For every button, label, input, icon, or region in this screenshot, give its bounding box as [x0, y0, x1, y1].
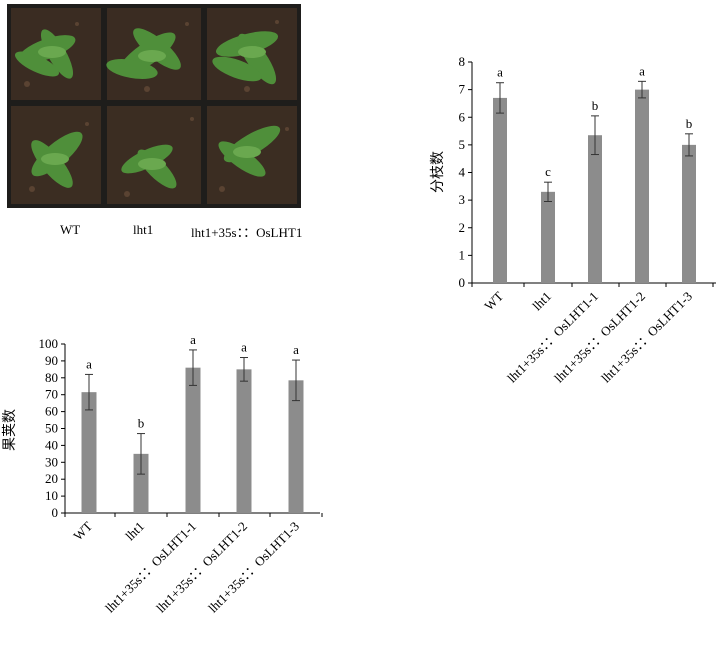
bar: [186, 368, 201, 513]
y-tick-label: 40: [45, 437, 58, 452]
significance-label: b: [138, 416, 145, 431]
significance-label: a: [241, 340, 247, 355]
y-tick-label: 10: [45, 488, 58, 503]
y-tick-label: 20: [45, 471, 58, 486]
y-tick-label: 30: [45, 454, 58, 469]
x-tick-label: lht1: [122, 519, 147, 544]
x-tick-label: WT: [70, 518, 95, 543]
x-tick-label: lht1+35s：：OsLHT1-2: [153, 519, 250, 616]
x-tick-label: lht1+35s：：OsLHT1-1: [102, 519, 199, 616]
y-tick-label: 90: [45, 353, 58, 368]
y-tick-label: 0: [52, 505, 59, 520]
y-axis-label: 果荚数: [1, 409, 18, 451]
y-tick-label: 100: [39, 336, 59, 351]
bar: [237, 369, 252, 513]
y-tick-label: 80: [45, 370, 58, 385]
x-tick-label: lht1+35s：：OsLHT1-3: [205, 519, 302, 616]
y-tick-label: 60: [45, 404, 58, 419]
significance-label: a: [86, 356, 92, 371]
y-tick-label: 50: [45, 421, 58, 436]
y-tick-label: 70: [45, 387, 58, 402]
significance-label: a: [293, 342, 299, 357]
significance-label: a: [190, 332, 196, 347]
